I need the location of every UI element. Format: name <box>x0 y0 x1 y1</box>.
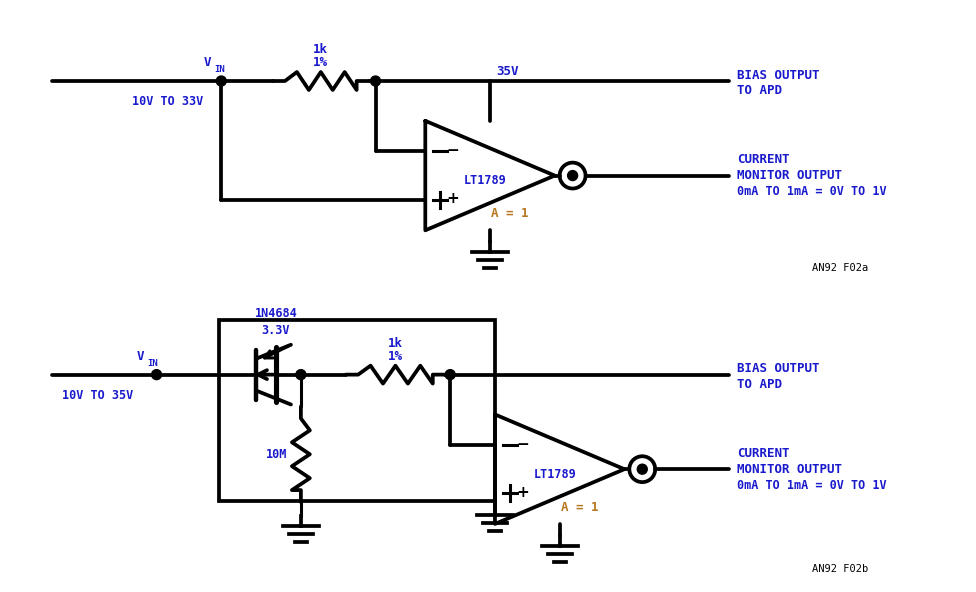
Text: A = 1: A = 1 <box>561 500 598 513</box>
Circle shape <box>371 76 381 86</box>
Text: 3.3V: 3.3V <box>262 324 290 337</box>
Text: 1k: 1k <box>387 337 403 350</box>
Text: 10M: 10M <box>265 448 287 461</box>
Text: LT1789: LT1789 <box>464 174 507 187</box>
Text: V: V <box>204 56 212 69</box>
Text: IN: IN <box>215 65 225 74</box>
Text: BIAS OUTPUT: BIAS OUTPUT <box>737 362 819 375</box>
Text: TO APD: TO APD <box>737 85 782 98</box>
Circle shape <box>445 369 455 379</box>
Text: 10V TO 33V: 10V TO 33V <box>132 95 203 108</box>
Text: AN92 F02b: AN92 F02b <box>812 564 869 574</box>
Circle shape <box>296 369 305 379</box>
Text: +: + <box>447 191 460 206</box>
Text: −: − <box>447 143 460 158</box>
Text: LT1789: LT1789 <box>533 468 576 481</box>
Text: V: V <box>137 350 144 363</box>
Circle shape <box>568 170 578 181</box>
Text: BIAS OUTPUT: BIAS OUTPUT <box>737 69 819 82</box>
Text: 1%: 1% <box>313 56 328 69</box>
Text: 1k: 1k <box>313 43 328 56</box>
Text: MONITOR OUTPUT: MONITOR OUTPUT <box>737 463 842 476</box>
Text: CURRENT: CURRENT <box>737 447 790 460</box>
Text: 35V: 35V <box>496 65 518 78</box>
Text: IN: IN <box>147 359 158 368</box>
Text: AN92 F02a: AN92 F02a <box>812 263 869 273</box>
Circle shape <box>637 464 647 474</box>
Text: 0mA TO 1mA = 0V TO 1V: 0mA TO 1mA = 0V TO 1V <box>737 478 886 491</box>
Text: 1%: 1% <box>387 350 403 363</box>
Text: −: − <box>516 437 529 452</box>
Text: 1N4684: 1N4684 <box>255 307 298 320</box>
Text: 0mA TO 1mA = 0V TO 1V: 0mA TO 1mA = 0V TO 1V <box>737 185 886 198</box>
Circle shape <box>217 76 226 86</box>
Circle shape <box>151 369 162 379</box>
Text: +: + <box>516 485 529 500</box>
Bar <box>220 320 495 501</box>
Text: TO APD: TO APD <box>737 378 782 391</box>
Text: MONITOR OUTPUT: MONITOR OUTPUT <box>737 169 842 182</box>
Text: A = 1: A = 1 <box>491 207 529 220</box>
Text: CURRENT: CURRENT <box>737 153 790 166</box>
Text: 10V TO 35V: 10V TO 35V <box>62 388 134 401</box>
